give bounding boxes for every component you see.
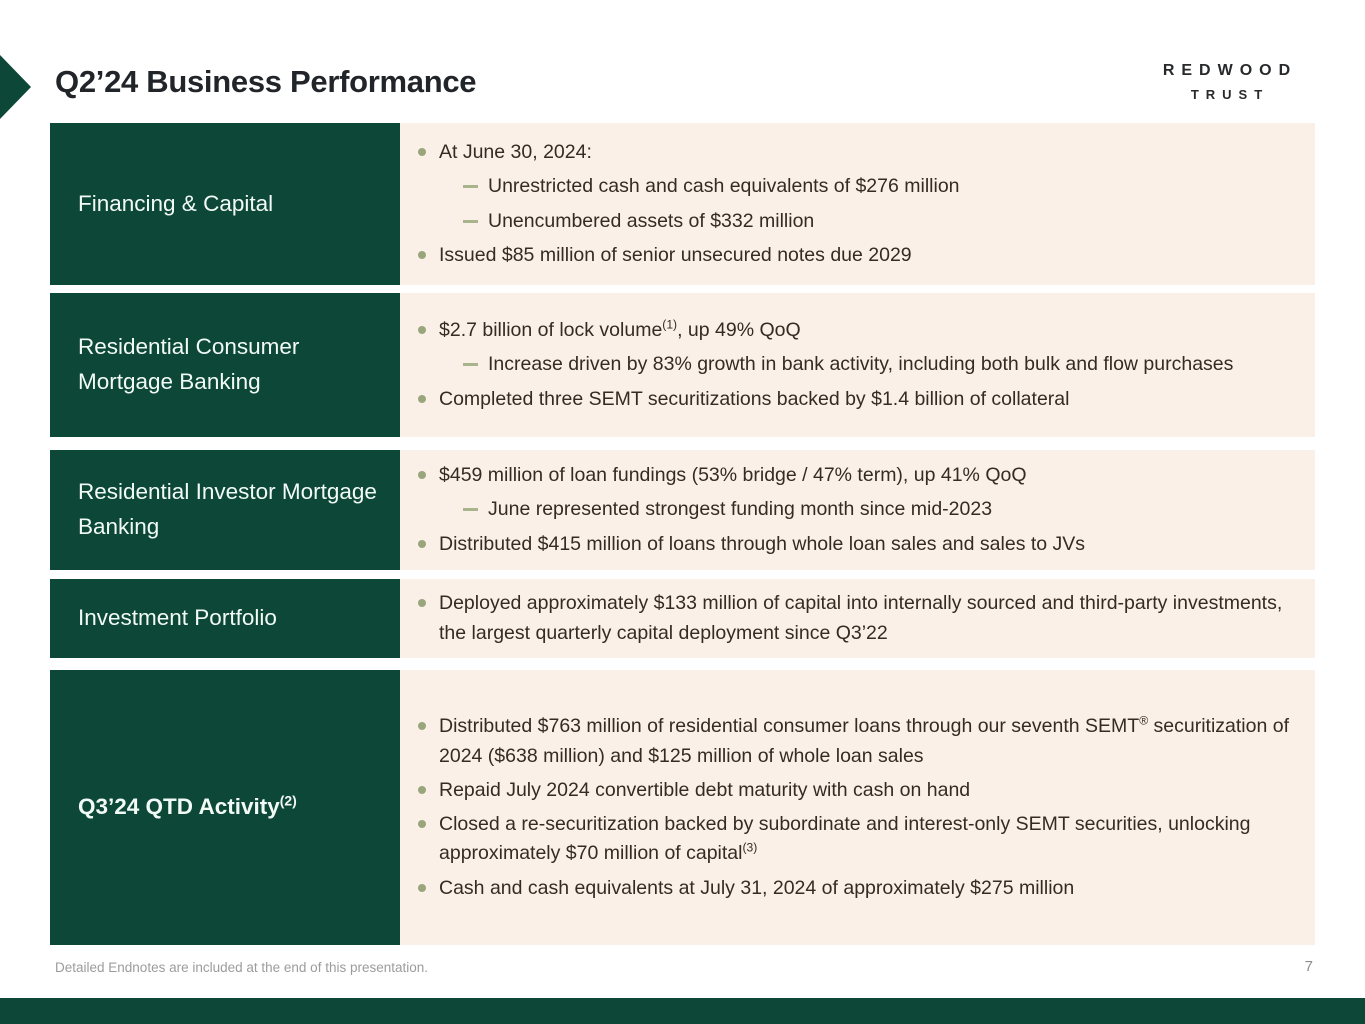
sub-bullet-item: June represented strongest funding month… (463, 495, 1297, 524)
sub-bullet-item: Unencumbered assets of $332 million (463, 207, 1297, 236)
footnote-marker: (3) (742, 840, 758, 855)
row-content: Distributed $763 million of residential … (400, 670, 1315, 945)
redwood-trust-logo: REDWOOD TRUST (1145, 62, 1315, 102)
row-label-text: Financing & Capital (78, 190, 274, 216)
bullet-text: Completed three SEMT securitizations bac… (439, 387, 1070, 410)
row-label: Residential Consumer Mortgage Banking (50, 293, 400, 437)
row-content: $2.7 billion of lock volume(1), up 49% Q… (400, 293, 1315, 437)
table-row-financing-capital: Financing & Capital At June 30, 2024: Un… (50, 123, 1315, 285)
sub-bullet-item: Unrestricted cash and cash equivalents o… (463, 172, 1297, 201)
bullet-text: Closed a re-securitization backed by sub… (439, 813, 1251, 865)
bullet-text: $2.7 billion of lock volume(1), up 49% Q… (439, 317, 801, 342)
bullet-item: Repaid July 2024 convertible debt maturi… (416, 776, 1297, 805)
bullet-item: Closed a re-securitization backed by sub… (416, 810, 1297, 869)
bullet-dash-icon (463, 185, 478, 189)
row-label-text: Investment Portfolio (78, 605, 277, 631)
bullet-dash-icon (463, 508, 478, 512)
page-number: 7 (1304, 958, 1313, 975)
bullet-dash-icon (463, 363, 478, 367)
bullet-item: Distributed $763 million of residential … (416, 712, 1297, 771)
bullet-dot-icon (418, 148, 426, 156)
row-content: $459 million of loan fundings (53% bridg… (400, 450, 1315, 570)
row-label: Residential Investor Mortgage Banking (50, 450, 400, 570)
bullet-dot-icon (418, 785, 426, 794)
bullet-dot-icon (418, 599, 426, 608)
bullet-item: Deployed approximately $133 million of c… (416, 589, 1297, 648)
bullet-text: Unrestricted cash and cash equivalents o… (488, 175, 960, 198)
bullet-dot-icon (418, 820, 426, 828)
bullet-item: Issued $85 million of senior unsecured n… (416, 241, 1297, 270)
row-label-text: Residential Investor Mortgage Banking (78, 479, 377, 539)
logo-line-1: REDWOOD (1162, 62, 1298, 79)
bullet-text: Distributed $763 million of residential … (439, 713, 1290, 767)
bullet-item: $459 million of loan fundings (53% bridg… (416, 461, 1297, 490)
bullet-dot-icon (418, 250, 426, 259)
bullet-item: At June 30, 2024: (416, 138, 1297, 167)
row-content: At June 30, 2024: Unrestricted cash and … (400, 123, 1315, 285)
performance-table: Financing & Capital At June 30, 2024: Un… (50, 123, 1315, 945)
bullet-text: Increase driven by 83% growth in bank ac… (488, 353, 1234, 376)
logo-line-2: TRUST (1190, 87, 1270, 102)
bottom-accent-bar (0, 998, 1365, 1024)
bullet-dash-icon (463, 219, 478, 223)
bullet-text: June represented strongest funding month… (488, 498, 993, 521)
row-content: Deployed approximately $133 million of c… (400, 579, 1315, 658)
bullet-text: Cash and cash equivalents at July 31, 20… (439, 876, 1075, 899)
title-arrow-icon (0, 55, 31, 119)
row-label: Q3’24 QTD Activity(2) (50, 670, 400, 945)
bullet-dot-icon (418, 722, 426, 731)
footnote-marker: (1) (662, 317, 678, 332)
bullet-text: Issued $85 million of senior unsecured n… (439, 243, 912, 266)
bullet-item: Cash and cash equivalents at July 31, 20… (416, 874, 1297, 903)
table-row-residential-consumer: Residential Consumer Mortgage Banking $2… (50, 293, 1315, 437)
bullet-item: Distributed $415 million of loans throug… (416, 530, 1297, 559)
bullet-dot-icon (418, 326, 426, 335)
table-row-investment-portfolio: Investment Portfolio Deployed approximat… (50, 579, 1315, 658)
page-title: Q2’24 Business Performance (55, 64, 477, 99)
bullet-dot-icon (418, 394, 426, 403)
bullet-text: Unencumbered assets of $332 million (488, 209, 815, 232)
bullet-dot-icon (418, 471, 426, 480)
row-label-text: Residential Consumer Mortgage Banking (78, 334, 300, 394)
bullet-text: Deployed approximately $133 million of c… (439, 592, 1283, 644)
bullet-text: $459 million of loan fundings (53% bridg… (439, 464, 1027, 487)
bullet-item: Completed three SEMT securitizations bac… (416, 385, 1297, 414)
table-row-residential-investor: Residential Investor Mortgage Banking $4… (50, 450, 1315, 570)
registered-trademark-marker: ® (1139, 713, 1149, 728)
footnote-marker: (2) (279, 792, 297, 809)
bullet-item: $2.7 billion of lock volume(1), up 49% Q… (416, 316, 1297, 345)
bullet-dot-icon (418, 883, 426, 892)
row-label: Financing & Capital (50, 123, 400, 285)
row-label-text: Q3’24 QTD Activity(2) (78, 792, 297, 820)
bullet-text: Repaid July 2024 convertible debt maturi… (439, 778, 971, 801)
table-row-q3-qtd-activity: Q3’24 QTD Activity(2) Distributed $763 m… (50, 670, 1315, 945)
endnotes-footnote: Detailed Endnotes are included at the en… (55, 960, 429, 975)
sub-bullet-item: Increase driven by 83% growth in bank ac… (463, 350, 1297, 379)
row-label: Investment Portfolio (50, 579, 400, 658)
bullet-text: At June 30, 2024: (439, 141, 592, 163)
bullet-dot-icon (418, 539, 426, 548)
bullet-text: Distributed $415 million of loans throug… (439, 532, 1086, 555)
